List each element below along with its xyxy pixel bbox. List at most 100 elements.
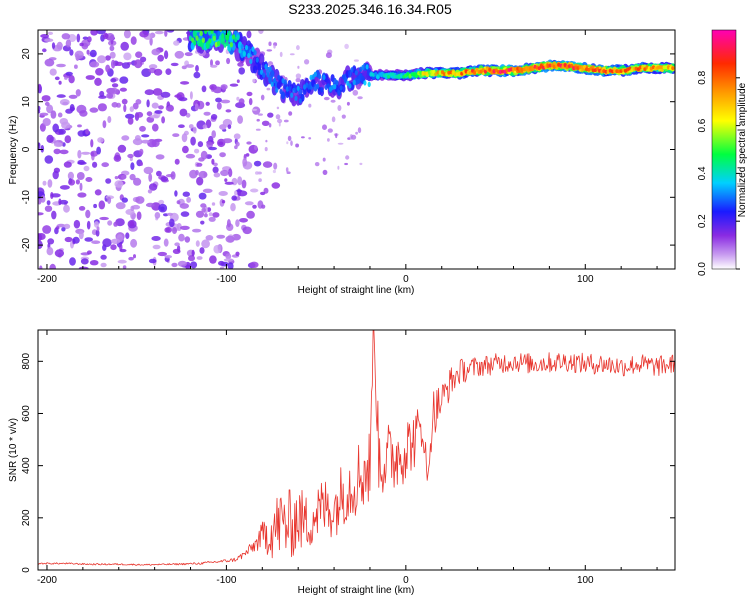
noise-blob: [148, 173, 153, 182]
noise-blob: [216, 234, 226, 239]
colorbar-tick-label: 0.4: [697, 166, 708, 180]
noise-blob: [95, 68, 104, 76]
ridge-blob: [294, 95, 298, 102]
noise-blob: [69, 49, 74, 56]
noise-blob: [85, 177, 93, 182]
noise-blob: [133, 254, 136, 259]
ridge-blob: [341, 74, 345, 80]
ridge-blob: [300, 94, 305, 100]
noise-blob: [77, 130, 86, 137]
ridge-blob: [212, 35, 216, 42]
noise-blob: [181, 65, 187, 70]
noise-blob: [98, 95, 107, 99]
noise-blob: [276, 106, 280, 110]
noise-blob: [128, 256, 134, 261]
noise-blob: [322, 157, 326, 162]
noise-blob: [260, 191, 266, 196]
ridge-blob: [473, 70, 477, 75]
noise-blob: [221, 200, 226, 204]
noise-blob: [166, 30, 175, 33]
noise-blob: [206, 141, 213, 149]
noise-blob: [200, 203, 207, 208]
ridge-blob: [283, 79, 287, 85]
ridge-blob: [208, 38, 212, 44]
noise-blob: [192, 228, 202, 233]
noise-blob: [327, 138, 330, 142]
noise-blob: [185, 64, 195, 68]
x-tick-label: -100: [216, 575, 236, 586]
noise-blob: [76, 172, 85, 180]
ridge-blob: [253, 50, 257, 56]
noise-blob: [158, 199, 165, 205]
noise-blob: [113, 221, 118, 227]
noise-blob: [242, 157, 248, 167]
noise-blob: [196, 176, 204, 186]
noise-blob: [64, 76, 68, 80]
noise-blob: [59, 99, 70, 106]
noise-blob: [58, 198, 62, 206]
noise-blob: [295, 143, 299, 148]
noise-blob: [211, 202, 216, 206]
noise-blob: [209, 255, 217, 264]
ridge-blob: [197, 30, 201, 33]
noise-blob: [244, 201, 254, 206]
noise-blob: [68, 75, 75, 84]
noise-blob: [272, 169, 276, 174]
y-tick-label: 400: [21, 457, 32, 474]
noise-blob: [344, 162, 348, 166]
noise-blob: [158, 105, 164, 110]
noise-blob: [40, 145, 45, 153]
noise-blob: [211, 158, 215, 165]
noise-blob: [141, 139, 151, 144]
noise-blob: [63, 204, 70, 213]
noise-blob: [357, 96, 363, 100]
noise-blob: [265, 139, 268, 143]
noise-blob: [234, 145, 238, 150]
ridge-blob: [210, 30, 214, 34]
noise-blob: [210, 59, 213, 67]
noise-blob: [65, 39, 72, 48]
noise-blob: [233, 133, 241, 140]
noise-blob: [101, 162, 109, 168]
noise-blob: [230, 203, 236, 212]
noise-blob: [239, 218, 248, 223]
noise-blob: [226, 57, 231, 65]
noise-blob: [170, 62, 179, 67]
noise-blob: [121, 98, 128, 105]
noise-blob: [50, 193, 61, 198]
noise-blob: [42, 180, 47, 186]
noise-blob: [64, 135, 72, 144]
ridge-blob: [335, 80, 339, 86]
noise-blob: [58, 80, 62, 85]
noise-blob: [202, 188, 213, 193]
noise-blob: [38, 83, 42, 91]
ridge-blob: [326, 83, 330, 89]
ridge-blob: [322, 74, 326, 81]
noise-blob: [146, 111, 153, 117]
noise-blob: [182, 191, 190, 197]
noise-blob: [295, 77, 301, 83]
noise-blob: [119, 76, 129, 84]
noise-blob: [130, 238, 138, 248]
noise-blob: [38, 105, 41, 111]
noise-blob: [121, 135, 130, 141]
noise-blob: [172, 133, 180, 138]
snr-x-label: Height of straight line (km): [298, 585, 415, 596]
noise-blob: [211, 130, 216, 139]
noise-blob: [125, 113, 135, 119]
noise-blob: [172, 227, 177, 234]
noise-blob: [212, 212, 220, 218]
ridge-blob: [264, 63, 268, 70]
noise-blob: [196, 162, 203, 167]
noise-blob: [194, 148, 200, 154]
noise-blob: [113, 154, 122, 162]
noise-blob: [190, 136, 196, 146]
noise-blob: [77, 124, 82, 128]
spectrogram-x-ticks: -200 -100 0 100: [37, 30, 658, 285]
ridge-blob: [262, 72, 266, 78]
noise-blob: [149, 115, 159, 119]
noise-blob: [57, 112, 63, 118]
noise-blob: [227, 124, 232, 129]
ridge-blob: [313, 71, 317, 78]
noise-blob: [78, 266, 89, 269]
